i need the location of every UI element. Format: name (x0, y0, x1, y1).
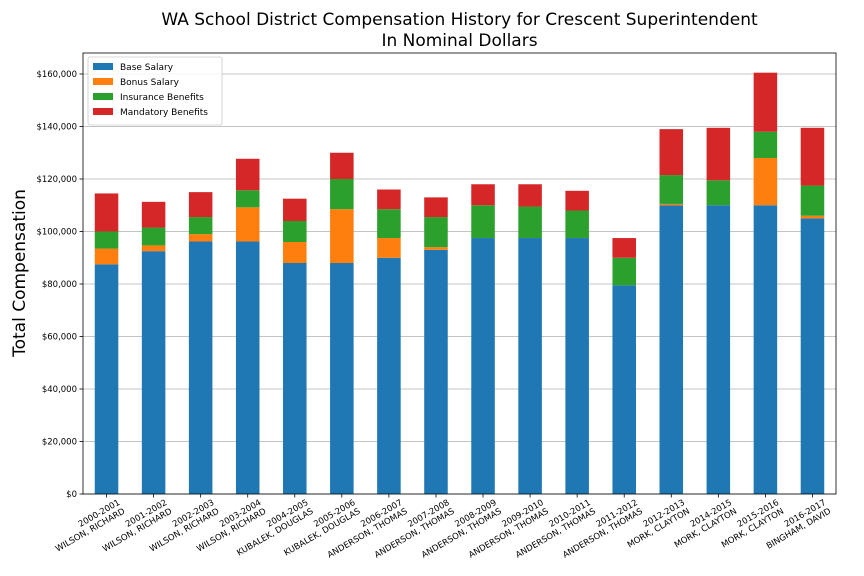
y-tick-label: $140,000 (36, 123, 77, 133)
bar-insurance-benefits-3 (235, 190, 260, 208)
y-tick-label: $40,000 (42, 385, 77, 395)
bar-bonus-salary-3 (235, 207, 260, 242)
y-tick-label: $160,000 (36, 70, 77, 80)
plot-frame (82, 52, 837, 495)
bar-base-salary-2 (188, 241, 213, 494)
bar-insurance-benefits-15 (800, 185, 825, 216)
y-tick-label: $20,000 (42, 438, 77, 448)
bar-base-salary-15 (800, 218, 825, 494)
bar-insurance-benefits-5 (330, 179, 354, 210)
legend-label: Base Salary (120, 63, 174, 73)
bar-insurance-benefits-0 (94, 231, 119, 249)
bar-mandatory-benefits-12 (659, 129, 684, 176)
bar-insurance-benefits-9 (518, 206, 542, 239)
bar-insurance-benefits-6 (377, 209, 401, 239)
bar-base-salary-9 (518, 238, 542, 494)
legend-swatch (93, 78, 113, 85)
legend-label: Bonus Salary (120, 78, 180, 88)
bar-mandatory-benefits-13 (706, 127, 731, 181)
bar-mandatory-benefits-6 (377, 189, 401, 210)
bar-insurance-benefits-10 (565, 210, 589, 239)
bar-mandatory-benefits-4 (283, 198, 307, 221)
bar-bonus-salary-15 (800, 215, 825, 219)
legend: Base Salary Bonus Salary Insurance Benefit… (87, 56, 223, 126)
bar-bonus-salary-14 (753, 158, 778, 206)
bar-insurance-benefits-12 (659, 175, 684, 204)
bar-mandatory-benefits-7 (424, 197, 448, 218)
bar-mandatory-benefits-15 (800, 127, 825, 186)
legend-box (87, 56, 223, 126)
bar-mandatory-benefits-5 (330, 152, 354, 179)
legend-label: Mandatory Benefits (120, 108, 208, 118)
bar-mandatory-benefits-9 (518, 184, 542, 207)
legend-swatch (93, 63, 113, 70)
bar-base-salary-14 (753, 205, 778, 494)
bar-base-salary-6 (377, 257, 401, 494)
x-axis-ticks: 2000-2001WILSON, RICHARD2001-2002WILSON,… (54, 494, 833, 561)
bar-mandatory-benefits-2 (188, 192, 213, 218)
y-axis-ticks: $0 $20,000 $40,000 $60,000 $80,000 $100,000 $1… (36, 70, 83, 500)
bar-bonus-salary-0 (94, 248, 119, 265)
bar-bonus-salary-5 (330, 209, 354, 263)
bar-mandatory-benefits-11 (612, 238, 636, 258)
bar-bonus-salary-12 (659, 203, 684, 206)
bar-bonus-salary-2 (188, 234, 213, 242)
y-tick-label: $60,000 (42, 333, 77, 343)
bar-base-salary-1 (141, 251, 166, 494)
bar-base-salary-10 (565, 238, 589, 494)
bar-base-salary-7 (424, 249, 448, 494)
bar-mandatory-benefits-10 (565, 190, 589, 211)
bar-bonus-salary-4 (283, 242, 307, 263)
bar-base-salary-13 (706, 205, 731, 494)
bar-base-salary-8 (471, 238, 495, 494)
chart-title: WA School District Compensation History … (161, 10, 758, 30)
bar-insurance-benefits-8 (471, 205, 495, 239)
bar-mandatory-benefits-1 (141, 201, 166, 228)
legend-swatch (93, 93, 113, 100)
legend-swatch (93, 108, 113, 115)
bar-mandatory-benefits-14 (753, 72, 778, 132)
bar-insurance-benefits-13 (706, 180, 731, 206)
bar-insurance-benefits-4 (283, 221, 307, 242)
bar-insurance-benefits-11 (612, 257, 636, 286)
bar-mandatory-benefits-0 (94, 193, 119, 232)
bar-base-salary-4 (283, 263, 307, 494)
y-tick-label: $120,000 (36, 175, 77, 185)
y-tick-label: $0 (66, 490, 77, 500)
bar-base-salary-5 (330, 263, 354, 494)
bar-base-salary-12 (659, 205, 684, 494)
bar-insurance-benefits-2 (188, 217, 213, 235)
bar-bonus-salary-7 (424, 247, 448, 250)
bar-base-salary-3 (235, 241, 260, 494)
bar-mandatory-benefits-8 (471, 184, 495, 206)
legend-label: Insurance Benefits (120, 93, 204, 103)
bars (94, 72, 825, 494)
bar-base-salary-0 (94, 264, 119, 494)
bar-bonus-salary-6 (377, 238, 401, 258)
bar-bonus-salary-1 (141, 245, 166, 252)
bar-base-salary-11 (612, 285, 636, 494)
chart-subtitle: In Nominal Dollars (381, 31, 537, 51)
bar-insurance-benefits-14 (753, 131, 778, 158)
y-axis-label: Total Compensation (10, 189, 30, 358)
bar-insurance-benefits-1 (141, 227, 166, 246)
bar-insurance-benefits-7 (424, 217, 448, 248)
y-tick-label: $80,000 (42, 280, 77, 290)
bar-mandatory-benefits-3 (235, 158, 260, 191)
y-tick-label: $100,000 (36, 228, 77, 238)
